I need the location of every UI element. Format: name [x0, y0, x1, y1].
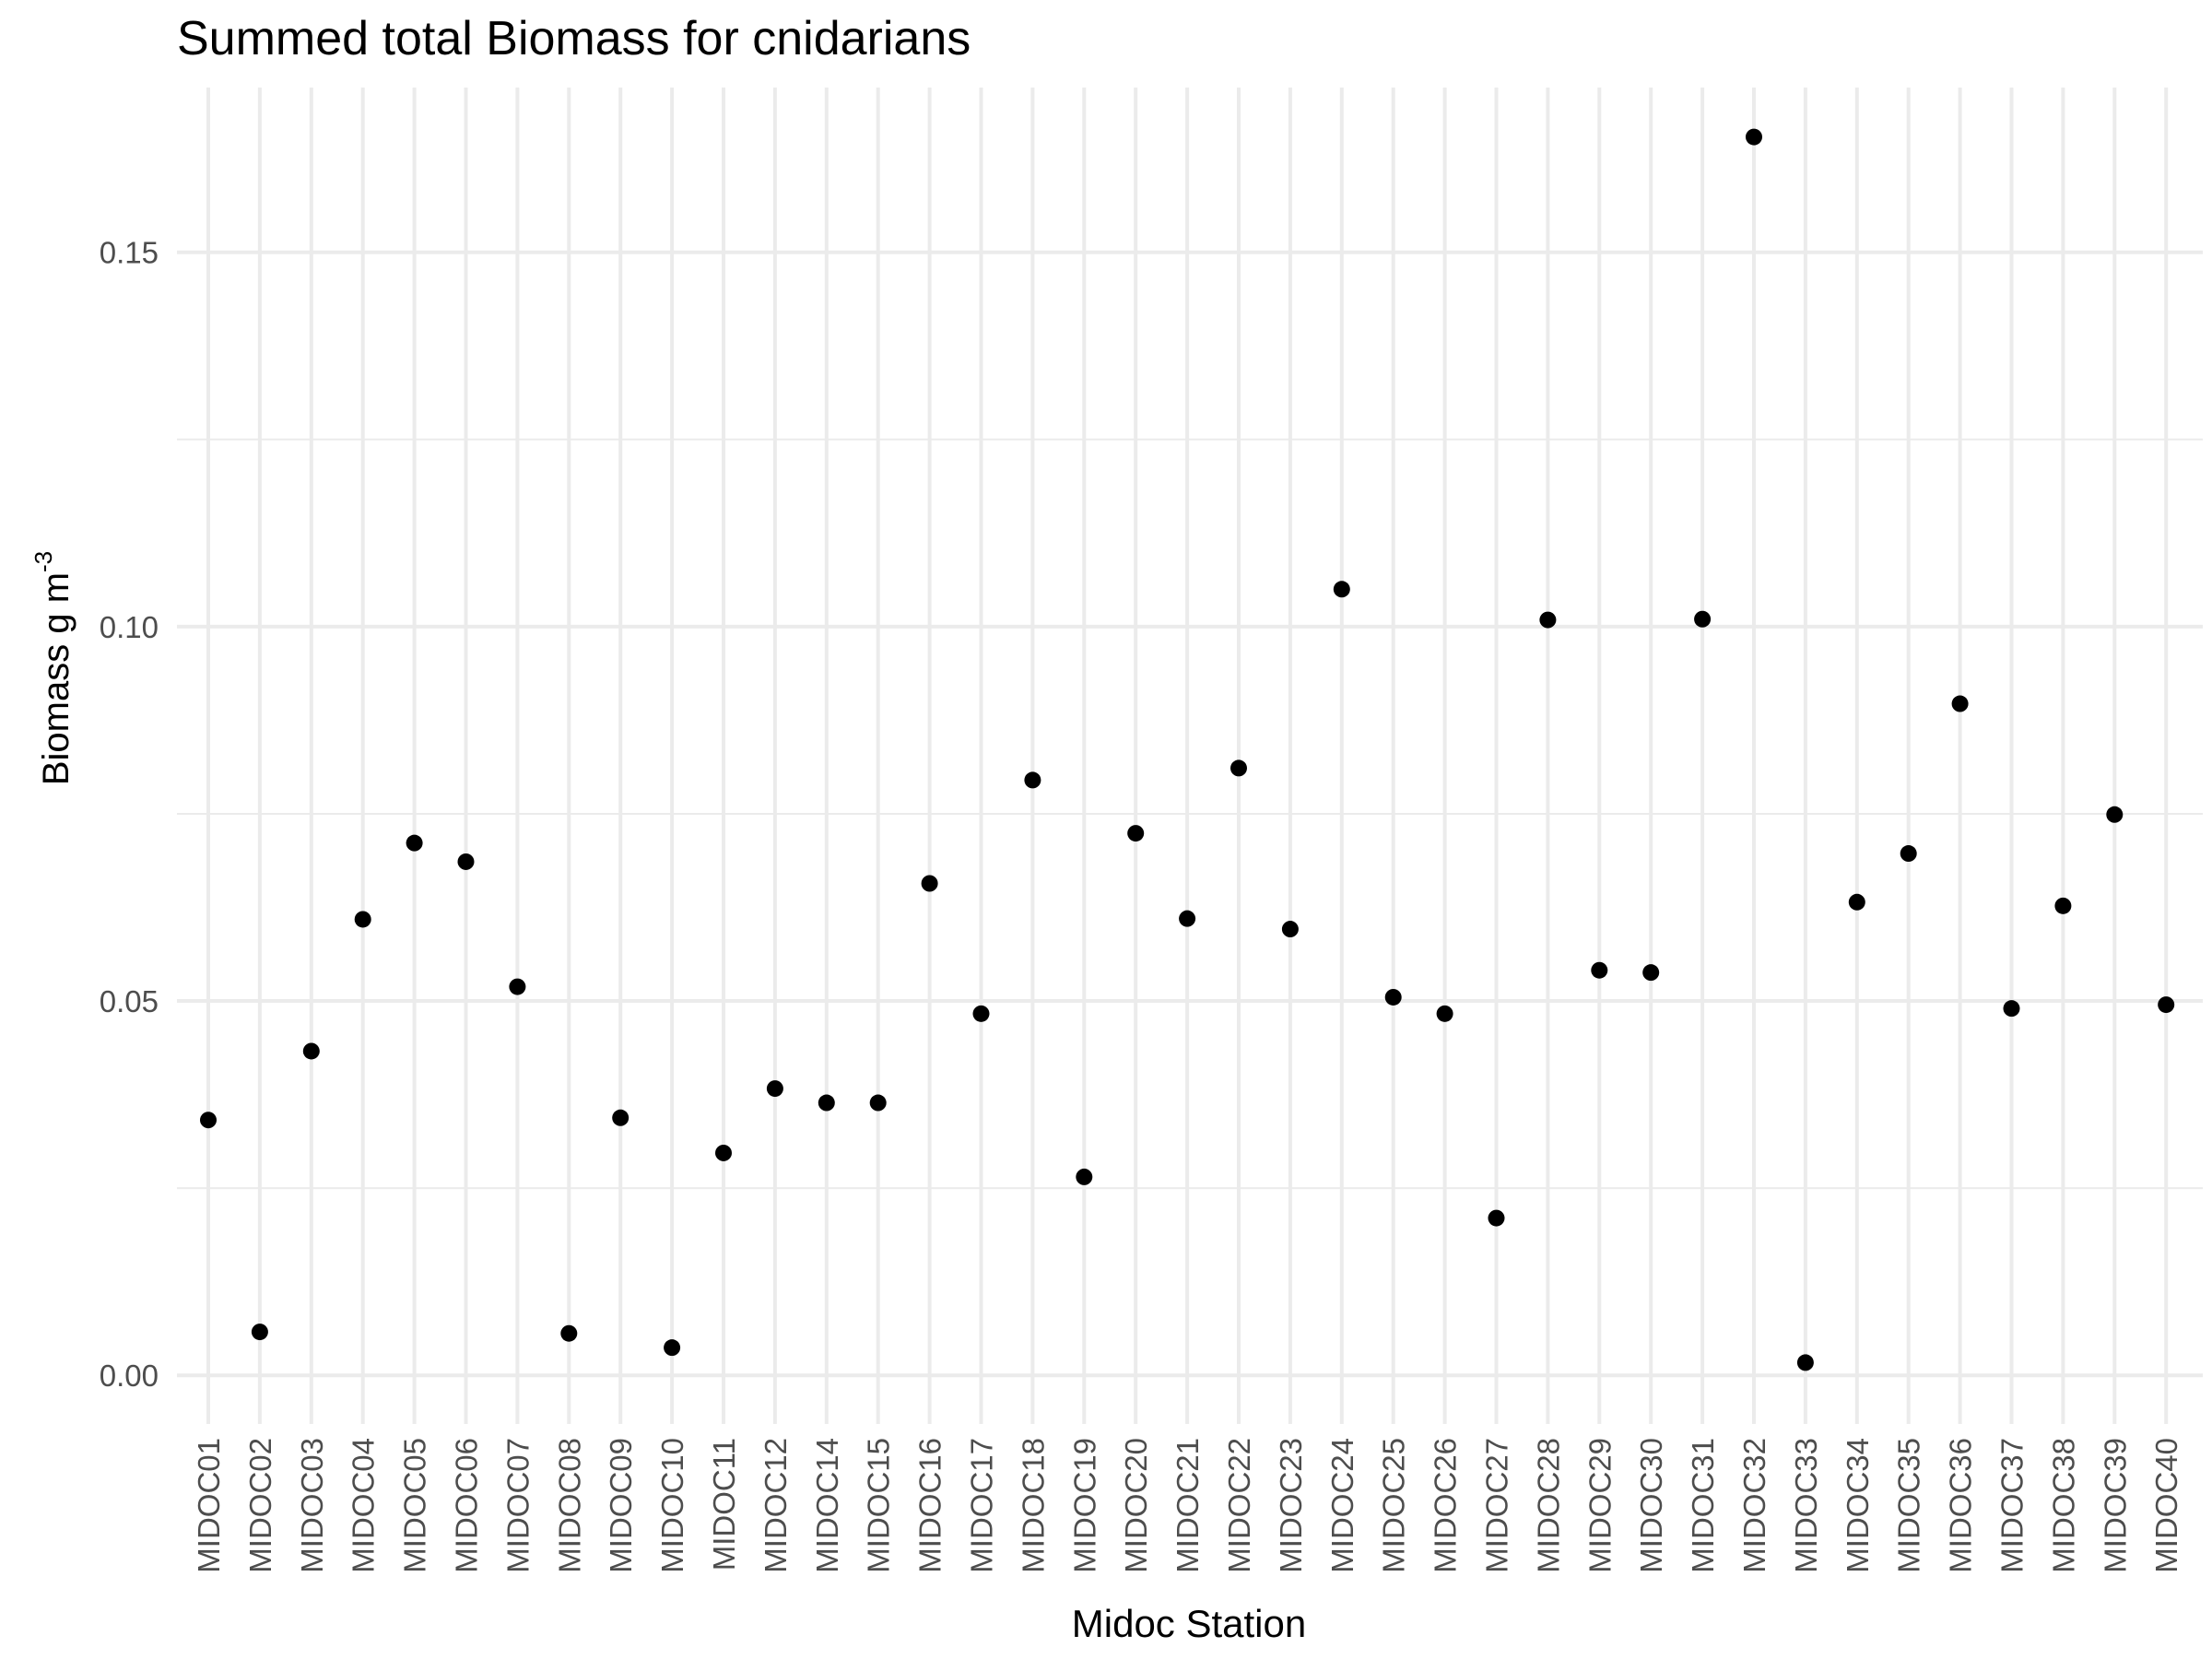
- x-tick-label: MIDOC09: [604, 1438, 638, 1573]
- y-tick-label: 0.15: [100, 236, 159, 270]
- x-tick-label: MIDOC05: [398, 1438, 432, 1573]
- chart-title: Summed total Biomass for cnidarians: [177, 12, 971, 65]
- data-point: [302, 1042, 320, 1060]
- x-tick-label: MIDOC29: [1583, 1438, 1617, 1573]
- x-tick-label: MIDOC16: [913, 1438, 947, 1573]
- data-point: [612, 1109, 629, 1126]
- x-tick-label: MIDOC26: [1429, 1438, 1463, 1573]
- data-point: [1900, 845, 1917, 863]
- data-point: [2106, 806, 2124, 823]
- x-tick-label: MIDOC32: [1737, 1438, 1771, 1573]
- x-tick-label: MIDOC23: [1274, 1438, 1308, 1573]
- x-tick-label: MIDOC10: [655, 1438, 689, 1573]
- data-point: [1333, 581, 1350, 598]
- y-tick-label: 0.05: [100, 984, 159, 1018]
- x-tick-label: MIDOC06: [450, 1438, 484, 1573]
- x-tick-label: MIDOC34: [1841, 1438, 1875, 1573]
- data-point: [1384, 988, 1402, 1006]
- data-point: [1539, 611, 1557, 629]
- x-tick-label: MIDOC20: [1119, 1438, 1153, 1573]
- x-tick-label: MIDOC28: [1531, 1438, 1565, 1573]
- data-point: [457, 853, 475, 870]
- x-tick-label: MIDOC17: [965, 1438, 999, 1573]
- y-tick-label: 0.10: [100, 610, 159, 644]
- data-point: [509, 978, 526, 995]
- data-point: [972, 1005, 990, 1022]
- data-point: [1951, 695, 1969, 712]
- data-point: [1746, 128, 1762, 146]
- x-tick-label: MIDOC12: [759, 1438, 793, 1573]
- data-point: [354, 911, 371, 928]
- x-tick-label: MIDOC37: [1995, 1438, 2030, 1573]
- x-tick-label: MIDOC36: [1944, 1438, 1978, 1573]
- data-point: [1024, 771, 1041, 789]
- x-tick-label: MIDOC27: [1480, 1438, 1514, 1573]
- data-point: [1488, 1209, 1505, 1227]
- x-tick-label: MIDOC40: [2149, 1438, 2183, 1573]
- data-point: [2158, 996, 2175, 1014]
- x-tick-label: MIDOC18: [1016, 1438, 1050, 1573]
- data-point: [664, 1339, 681, 1357]
- x-tick-label: MIDOC33: [1789, 1438, 1823, 1573]
- data-point: [1848, 893, 1865, 911]
- data-point: [2054, 897, 2072, 914]
- data-point: [1127, 825, 1145, 842]
- x-tick-label: MIDOC38: [2046, 1438, 2080, 1573]
- data-point: [1436, 1005, 1453, 1022]
- x-tick-label: MIDOC07: [500, 1438, 535, 1573]
- x-tick-label: MIDOC02: [243, 1438, 277, 1573]
- y-tick-label: 0.00: [100, 1359, 159, 1393]
- x-tick-label: MIDOC01: [192, 1438, 226, 1573]
- x-tick-label: MIDOC11: [707, 1438, 741, 1571]
- x-tick-label: MIDOC31: [1686, 1438, 1720, 1573]
- data-point: [1179, 910, 1196, 927]
- x-tick-label: MIDOC08: [552, 1438, 586, 1573]
- data-point: [1230, 759, 1247, 777]
- x-tick-label: MIDOC14: [810, 1438, 844, 1573]
- x-tick-label: MIDOC15: [862, 1438, 896, 1573]
- data-point: [818, 1094, 835, 1112]
- x-tick-label: MIDOC24: [1325, 1438, 1359, 1573]
- data-point: [766, 1080, 783, 1098]
- x-tick-label: MIDOC35: [1892, 1438, 1926, 1573]
- x-axis-label: Midoc Station: [1071, 1602, 1307, 1645]
- x-tick-label: MIDOC19: [1067, 1438, 1101, 1573]
- data-point: [1281, 921, 1299, 938]
- x-tick-label: MIDOC21: [1171, 1438, 1205, 1573]
- x-tick-label: MIDOC39: [2098, 1438, 2132, 1573]
- data-point: [406, 834, 423, 852]
- data-point: [2003, 1000, 2020, 1018]
- data-point: [1591, 961, 1608, 979]
- data-point: [1694, 610, 1712, 628]
- x-tick-label: MIDOC30: [1634, 1438, 1668, 1573]
- x-tick-label: MIDOC04: [347, 1438, 381, 1573]
- data-point: [560, 1324, 578, 1342]
- data-point: [715, 1144, 732, 1161]
- x-tick-label: MIDOC25: [1377, 1438, 1411, 1573]
- x-tick-label: MIDOC03: [295, 1438, 329, 1573]
- data-point: [251, 1324, 268, 1341]
- data-point: [1796, 1354, 1814, 1371]
- data-point: [1076, 1168, 1093, 1185]
- data-point: [200, 1112, 217, 1129]
- data-point: [1642, 964, 1660, 982]
- data-point: [869, 1094, 887, 1112]
- x-tick-label: MIDOC22: [1222, 1438, 1256, 1573]
- data-point: [921, 875, 938, 892]
